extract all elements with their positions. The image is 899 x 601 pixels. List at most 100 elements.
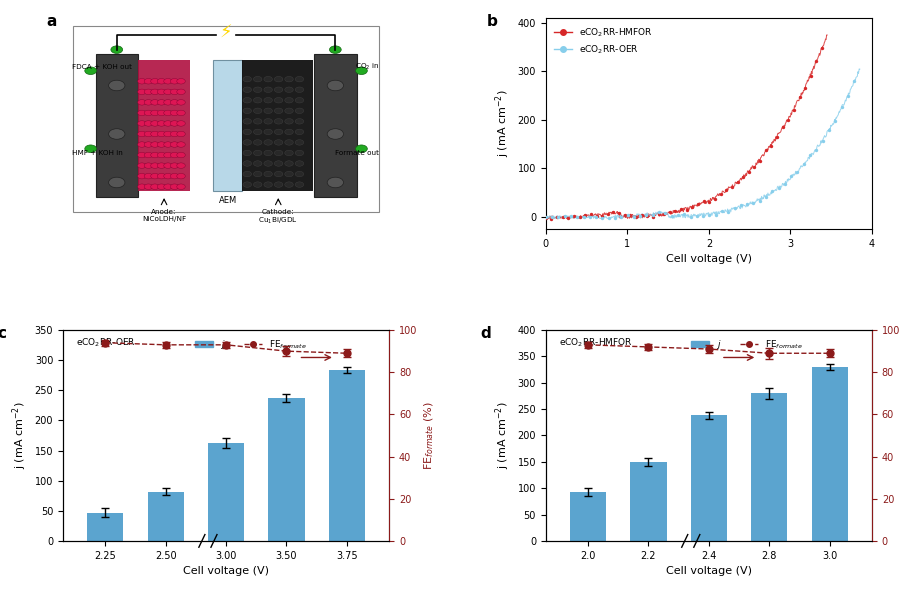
- Point: [544, 214, 558, 224]
- Circle shape: [177, 152, 185, 158]
- Circle shape: [285, 139, 293, 145]
- Text: AEM: AEM: [218, 196, 236, 205]
- Text: b: b: [487, 14, 498, 29]
- Circle shape: [264, 150, 272, 156]
- Circle shape: [157, 174, 165, 179]
- Circle shape: [274, 139, 283, 145]
- Circle shape: [170, 131, 179, 137]
- Circle shape: [254, 108, 262, 114]
- Circle shape: [285, 87, 293, 93]
- Circle shape: [295, 76, 304, 82]
- Point: [539, 213, 553, 222]
- Point: [573, 212, 587, 222]
- Point: [623, 210, 637, 220]
- Circle shape: [243, 182, 252, 188]
- Circle shape: [264, 87, 272, 93]
- Point: [690, 211, 704, 221]
- Bar: [208, 443, 245, 541]
- Point: [727, 203, 742, 213]
- Circle shape: [264, 139, 272, 145]
- Circle shape: [138, 184, 147, 189]
- Circle shape: [327, 129, 343, 139]
- Point: [583, 212, 597, 222]
- Circle shape: [157, 131, 165, 137]
- Point: [578, 210, 592, 220]
- Circle shape: [356, 145, 368, 153]
- Circle shape: [164, 184, 173, 189]
- Point: [645, 212, 660, 222]
- Circle shape: [138, 142, 147, 147]
- Circle shape: [264, 160, 272, 166]
- Point: [590, 211, 604, 221]
- Point: [556, 212, 570, 222]
- Circle shape: [157, 152, 165, 158]
- Point: [606, 207, 620, 217]
- Point: [627, 212, 641, 221]
- Circle shape: [264, 76, 272, 82]
- Point: [715, 206, 729, 216]
- Point: [736, 172, 751, 182]
- Circle shape: [254, 87, 262, 93]
- Bar: [95, 54, 138, 197]
- Circle shape: [274, 76, 283, 82]
- Circle shape: [243, 108, 252, 114]
- Circle shape: [254, 97, 262, 103]
- Legend: eCO$_2$RR-HMFOR, eCO$_2$RR-OER: eCO$_2$RR-HMFOR, eCO$_2$RR-OER: [550, 23, 656, 59]
- Circle shape: [254, 139, 262, 145]
- Bar: [73, 26, 379, 212]
- Bar: [314, 54, 357, 197]
- Point: [658, 209, 672, 218]
- Circle shape: [170, 100, 179, 105]
- Point: [804, 72, 818, 81]
- Point: [725, 182, 739, 192]
- Circle shape: [138, 131, 147, 137]
- Circle shape: [295, 171, 304, 177]
- Circle shape: [274, 97, 283, 103]
- Circle shape: [254, 76, 262, 82]
- Point: [752, 156, 767, 165]
- Circle shape: [254, 150, 262, 156]
- Circle shape: [151, 184, 159, 189]
- Point: [828, 116, 842, 126]
- Circle shape: [274, 160, 283, 166]
- Circle shape: [295, 160, 304, 166]
- Text: Cathode:
Cu$_1$Bi/GDL: Cathode: Cu$_1$Bi/GDL: [258, 209, 298, 227]
- Circle shape: [243, 160, 252, 166]
- Point: [557, 212, 572, 221]
- Circle shape: [254, 171, 262, 177]
- Circle shape: [157, 184, 165, 189]
- Circle shape: [295, 129, 304, 135]
- Text: Anode:
NiCoLDH/NF: Anode: NiCoLDH/NF: [142, 209, 186, 222]
- Circle shape: [144, 163, 153, 168]
- Point: [668, 206, 682, 215]
- Point: [781, 115, 796, 125]
- Circle shape: [274, 129, 283, 135]
- Point: [652, 209, 666, 219]
- Circle shape: [295, 139, 304, 145]
- Point: [618, 210, 632, 219]
- Circle shape: [164, 174, 173, 179]
- Point: [595, 213, 610, 223]
- Circle shape: [111, 46, 122, 53]
- Circle shape: [327, 80, 343, 91]
- Bar: [690, 415, 727, 541]
- Circle shape: [138, 121, 147, 126]
- Bar: [329, 370, 365, 541]
- Circle shape: [144, 100, 153, 105]
- Point: [719, 185, 734, 195]
- Legend: $j$, FE$_{formate}$: $j$, FE$_{formate}$: [688, 335, 806, 355]
- Circle shape: [164, 142, 173, 147]
- Circle shape: [151, 174, 159, 179]
- Circle shape: [151, 163, 159, 168]
- Point: [771, 183, 786, 193]
- Point: [764, 141, 779, 151]
- Point: [778, 178, 792, 188]
- Circle shape: [164, 121, 173, 126]
- Point: [803, 150, 817, 160]
- Circle shape: [177, 131, 185, 137]
- Y-axis label: j (mA cm$^{-2}$): j (mA cm$^{-2}$): [494, 401, 512, 469]
- Point: [721, 207, 735, 217]
- Point: [640, 212, 654, 221]
- Point: [561, 213, 575, 223]
- Circle shape: [177, 184, 185, 189]
